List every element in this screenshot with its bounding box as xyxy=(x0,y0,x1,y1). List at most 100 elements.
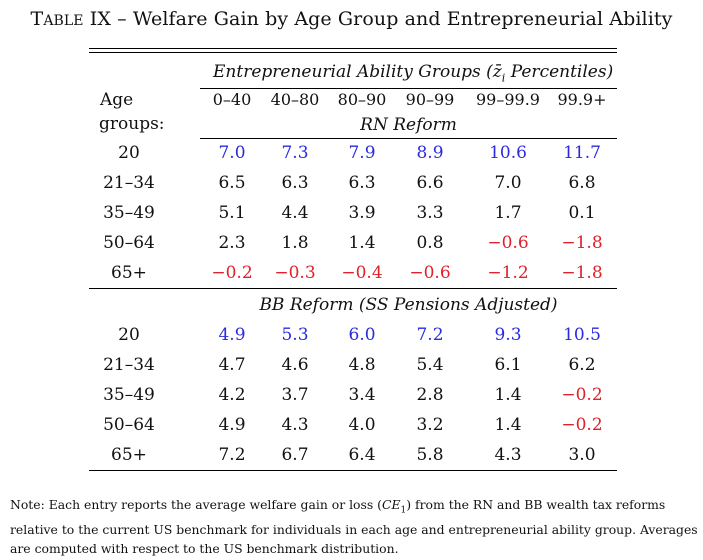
note-ce-subscript: 1 xyxy=(400,505,407,516)
table-cell: 6.8 xyxy=(568,173,596,193)
table-cell: 7.0 xyxy=(494,173,522,193)
age-label: Age xyxy=(100,90,134,110)
table-cell: 9.3 xyxy=(494,325,522,345)
table-cell: 6.5 xyxy=(218,173,246,193)
table-cell: 1.4 xyxy=(494,385,522,405)
age-group-label: 35–49 xyxy=(103,203,155,223)
age-group-label: 21–34 xyxy=(103,355,155,375)
table-cell: −0.6 xyxy=(409,263,451,283)
table-cell: 6.4 xyxy=(348,445,376,465)
top-rule-2 xyxy=(89,52,617,53)
title-dash: – xyxy=(117,8,127,30)
table-cell: 3.2 xyxy=(416,415,444,435)
group-title-pre: Entrepreneurial Ability Groups ( xyxy=(213,62,493,82)
top-rule-1 xyxy=(89,48,617,49)
table-cell: 10.5 xyxy=(563,325,601,345)
table-title: Table IX – Welfare Gain by Age Group and… xyxy=(0,8,703,30)
table-cell: 3.9 xyxy=(348,203,376,223)
table-cell: 0.8 xyxy=(416,233,444,253)
table-cell: 7.9 xyxy=(348,143,376,163)
panel-label: BB Reform (SS Pensions Adjusted) xyxy=(259,295,558,315)
note-ce: CE xyxy=(382,497,401,512)
table-cell: 6.3 xyxy=(348,173,376,193)
note-pre: Note: Each entry reports the average wel… xyxy=(10,497,382,512)
table-cell: −0.2 xyxy=(561,385,603,405)
age-group-label: 65+ xyxy=(111,445,147,465)
note-post: ) from the RN and BB wealth tax reforms … xyxy=(10,497,698,557)
table-cell: 4.8 xyxy=(348,355,376,375)
table-cell: 3.0 xyxy=(568,445,596,465)
table-cell: 1.7 xyxy=(494,203,522,223)
table-cell: 7.3 xyxy=(281,143,309,163)
column-header: 80–90 xyxy=(337,90,387,109)
title-text: Welfare Gain by Age Group and Entreprene… xyxy=(132,8,673,30)
table-cell: 11.7 xyxy=(563,143,601,163)
table-word-rest: able xyxy=(43,13,84,29)
table-cell: −0.3 xyxy=(274,263,316,283)
table-cell: 4.9 xyxy=(218,325,246,345)
table-cell: −0.2 xyxy=(561,415,603,435)
column-header: 0–40 xyxy=(212,90,252,109)
bottom-rule xyxy=(89,470,617,471)
age-group-label: 50–64 xyxy=(103,233,155,253)
ability-groups-header: Entrepreneurial Ability Groups (z̄i Perc… xyxy=(213,62,613,88)
table-cell: 4.4 xyxy=(281,203,309,223)
group-title-subscript: i xyxy=(501,71,506,85)
group-header-rule xyxy=(200,88,617,89)
group-title-post: Percentiles) xyxy=(505,62,614,82)
table-number: IX xyxy=(89,8,112,30)
table-cell: −0.4 xyxy=(341,263,383,283)
table-cell: 6.1 xyxy=(494,355,522,375)
table-cell: 7.2 xyxy=(218,445,246,465)
group-title-symbol: z̄ xyxy=(492,62,502,82)
table-cell: 7.2 xyxy=(416,325,444,345)
column-header: 90–99 xyxy=(405,90,455,109)
age-group-label: 20 xyxy=(118,143,140,163)
panel-label: RN Reform xyxy=(360,115,457,135)
table-cell: 4.7 xyxy=(218,355,246,375)
table-cell: 5.8 xyxy=(416,445,444,465)
age-group-label: 20 xyxy=(118,325,140,345)
table-cell: 4.9 xyxy=(218,415,246,435)
table-cell: 6.0 xyxy=(348,325,376,345)
table-cell: 4.2 xyxy=(218,385,246,405)
table-cell: −0.2 xyxy=(211,263,253,283)
table-cell: −1.2 xyxy=(487,263,529,283)
table-note: Note: Each entry reports the average wel… xyxy=(10,495,700,558)
age-group-label: 21–34 xyxy=(103,173,155,193)
table-cell: 10.6 xyxy=(489,143,527,163)
table-cell: 6.6 xyxy=(416,173,444,193)
table-cell: 4.3 xyxy=(494,445,522,465)
age-group-label: 50–64 xyxy=(103,415,155,435)
table-cell: 5.1 xyxy=(218,203,246,223)
panel-label-rule xyxy=(200,138,617,139)
table-cell: 1.4 xyxy=(494,415,522,435)
age-group-label: 65+ xyxy=(111,263,147,283)
table-cell: 2.3 xyxy=(218,233,246,253)
age-groups-label: groups: xyxy=(99,114,165,134)
table-cell: 1.4 xyxy=(348,233,376,253)
age-group-label: 35–49 xyxy=(103,385,155,405)
column-header: 99–99.9 xyxy=(476,90,540,109)
table-cell: 7.0 xyxy=(218,143,246,163)
table-cell: 5.3 xyxy=(281,325,309,345)
table-cell: 4.6 xyxy=(281,355,309,375)
table-cell: 2.8 xyxy=(416,385,444,405)
table-cell: −1.8 xyxy=(561,233,603,253)
table-cell: 5.4 xyxy=(416,355,444,375)
table-cell: 3.4 xyxy=(348,385,376,405)
table-cell: −0.6 xyxy=(487,233,529,253)
table-cell: 3.7 xyxy=(281,385,309,405)
table-cell: 8.9 xyxy=(416,143,444,163)
table-cell: 3.3 xyxy=(416,203,444,223)
table-cell: 6.7 xyxy=(281,445,309,465)
panel-separator-rule xyxy=(89,288,617,289)
table-cell: −1.8 xyxy=(561,263,603,283)
column-header: 40–80 xyxy=(270,90,320,109)
table-cell: 6.3 xyxy=(281,173,309,193)
column-header: 99.9+ xyxy=(557,90,607,109)
table-cell: 6.2 xyxy=(568,355,596,375)
table-cell: 1.8 xyxy=(281,233,309,253)
table-word-initial: T xyxy=(30,8,44,30)
table-cell: 4.3 xyxy=(281,415,309,435)
